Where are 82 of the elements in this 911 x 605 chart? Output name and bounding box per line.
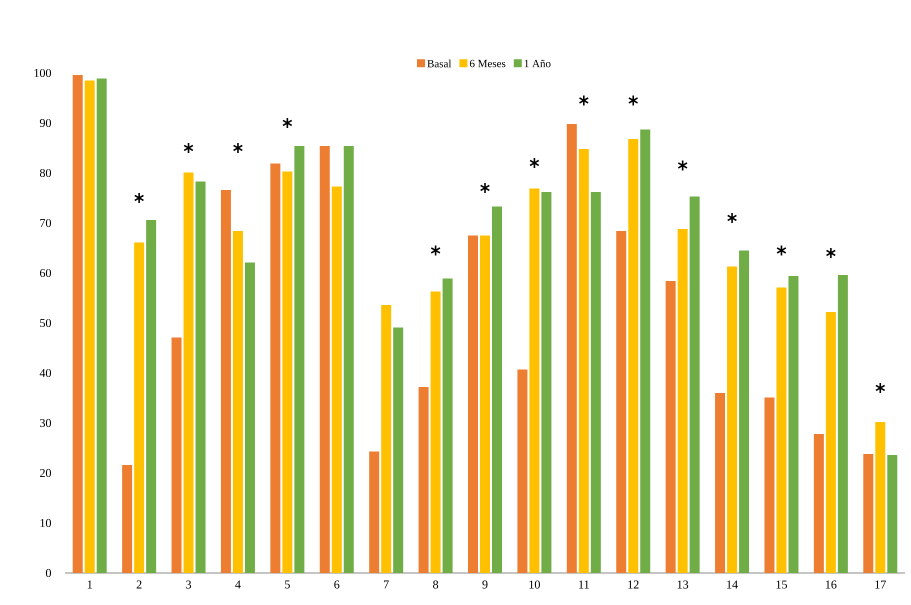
- bar: [887, 454, 898, 573]
- x-tick-label: 11: [579, 580, 589, 588]
- bar: [578, 148, 589, 573]
- bar: [282, 171, 292, 573]
- bar: [628, 138, 638, 573]
- bar: [875, 422, 886, 573]
- bar: [529, 188, 540, 573]
- x-tick-label: 4: [235, 580, 241, 588]
- bar: [727, 266, 738, 573]
- y-tick-label: 20: [40, 468, 52, 478]
- bar: [678, 228, 688, 573]
- bar: [270, 163, 280, 573]
- bar: [838, 274, 848, 573]
- bar: [294, 146, 304, 573]
- bar: [344, 146, 354, 573]
- x-tick-label: 13: [678, 580, 688, 589]
- bar: [381, 304, 392, 573]
- x-tick-label: 15: [776, 580, 788, 589]
- bar: [814, 434, 824, 573]
- bar: [640, 129, 650, 573]
- bar: [196, 181, 206, 573]
- y-tick-label: 40: [40, 368, 52, 378]
- x-tick-label: 5: [285, 580, 290, 588]
- bar: [715, 392, 726, 573]
- bar: [72, 74, 83, 573]
- bar: [690, 196, 700, 573]
- bar: [332, 186, 342, 573]
- legend-label: 1 Año: [524, 60, 551, 68]
- y-tick-label: 0: [46, 568, 52, 578]
- bar: [739, 250, 750, 573]
- y-tick-label: 100: [34, 68, 52, 78]
- bar: [393, 327, 404, 573]
- bar: [244, 262, 255, 573]
- x-tick-label: 17: [875, 580, 886, 588]
- x-tick-label: 10: [529, 580, 540, 589]
- x-tick-label: 14: [727, 580, 738, 588]
- x-tick-label: 6: [334, 580, 340, 589]
- bar: [863, 454, 874, 573]
- bar: [369, 451, 380, 573]
- bar: [468, 235, 478, 573]
- bar: [541, 192, 552, 573]
- y-tick-label: 90: [40, 118, 52, 128]
- x-tick-label: 12: [628, 580, 639, 588]
- y-tick-label: 30: [40, 418, 52, 428]
- x-tick-label: 1: [88, 580, 92, 588]
- bar: [184, 172, 194, 573]
- bar: [480, 235, 490, 573]
- bar: [764, 397, 774, 573]
- legend-label: 6 Meses: [470, 60, 506, 68]
- bar: [134, 242, 144, 573]
- y-tick-label: 80: [40, 168, 52, 178]
- x-tick-label: 9: [482, 580, 488, 589]
- bar: [788, 276, 798, 573]
- y-tick-label: 70: [40, 218, 52, 228]
- bar: [232, 230, 243, 573]
- bar: [666, 280, 676, 573]
- bar: [517, 369, 528, 573]
- bar: [122, 464, 132, 573]
- bar: [430, 291, 441, 573]
- x-tick-label: 16: [826, 580, 837, 589]
- bar: [96, 78, 107, 573]
- x-tick-label: 8: [433, 580, 438, 589]
- bar: [492, 206, 502, 573]
- legend-label: Basal: [427, 60, 452, 68]
- bar: [616, 230, 626, 573]
- bar: [146, 220, 156, 573]
- x-tick-label: 2: [136, 580, 142, 588]
- bar: [442, 278, 453, 573]
- bar: [776, 287, 786, 573]
- bar: [172, 337, 182, 573]
- x-tick-label: 7: [384, 580, 389, 588]
- y-tick-label: 50: [40, 318, 52, 328]
- bar: [826, 312, 836, 573]
- y-tick-label: 10: [40, 518, 52, 528]
- bar: [84, 80, 95, 573]
- y-tick-label: 60: [40, 268, 52, 278]
- x-tick-label: 3: [186, 580, 192, 589]
- bar: [590, 192, 601, 573]
- bar: [566, 124, 577, 573]
- bar: [220, 190, 231, 573]
- bar: [418, 386, 429, 573]
- bar: [320, 146, 330, 573]
